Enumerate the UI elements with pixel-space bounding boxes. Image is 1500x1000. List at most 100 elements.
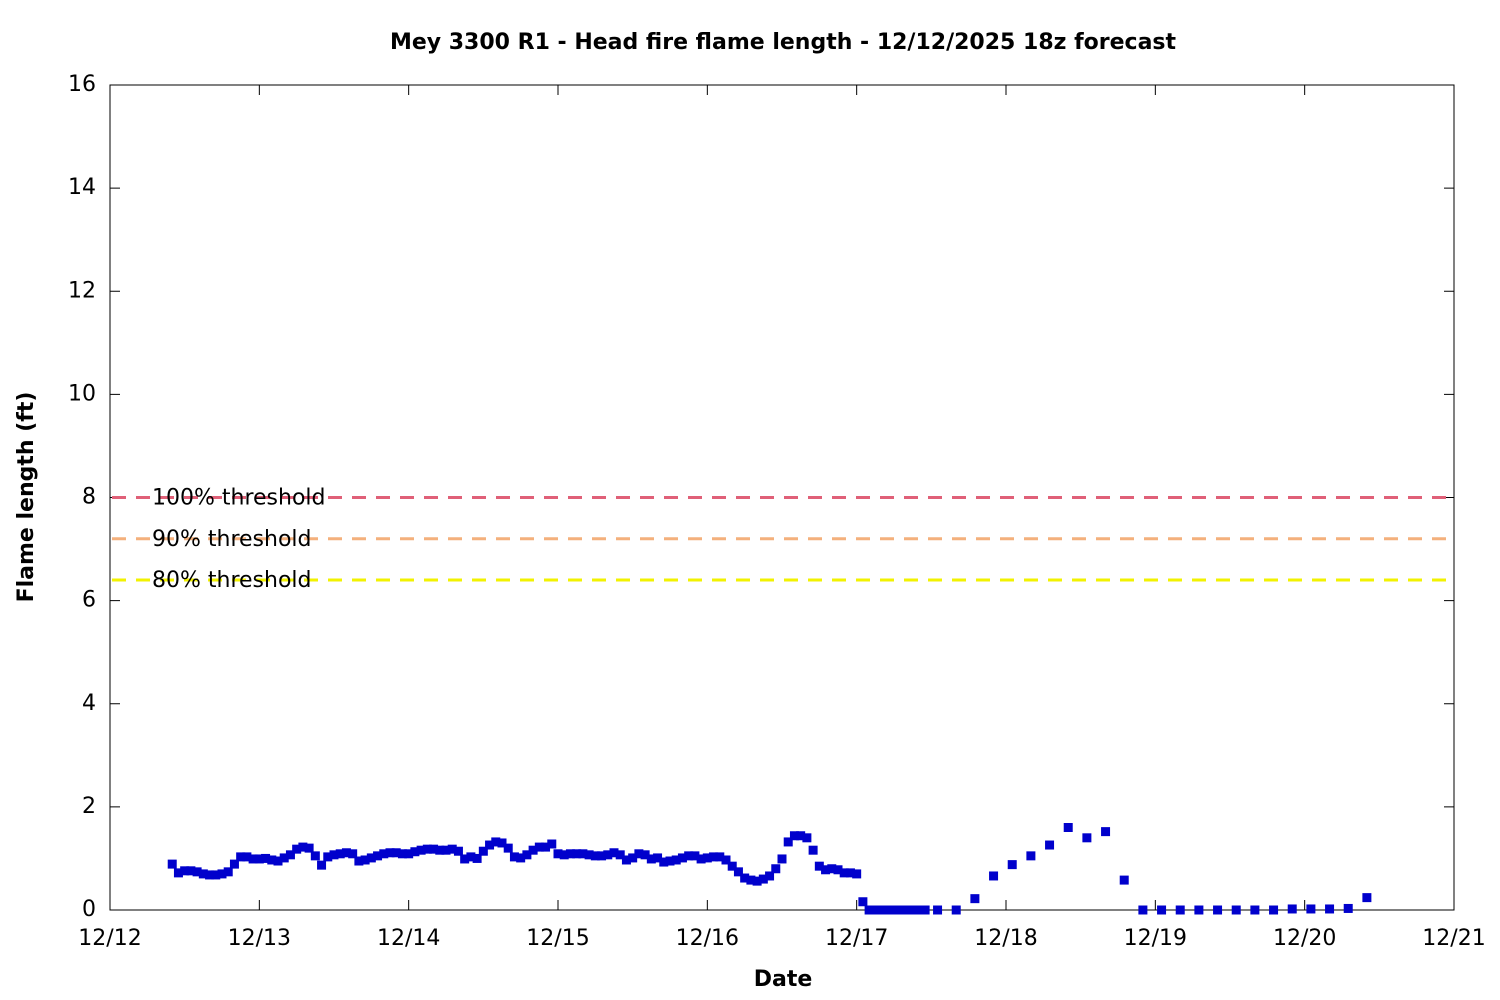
point xyxy=(478,846,488,856)
point xyxy=(746,875,756,885)
y-tick-label: 14 xyxy=(68,175,96,200)
point xyxy=(553,849,563,859)
point xyxy=(192,867,202,877)
point xyxy=(385,848,395,858)
point xyxy=(285,850,295,860)
point xyxy=(1362,893,1372,903)
point xyxy=(441,845,451,855)
point xyxy=(646,854,656,864)
x-tick-label: 12/13 xyxy=(228,926,291,951)
y-axis-title: Flame length (ft) xyxy=(14,392,39,603)
point xyxy=(1269,905,1279,915)
point xyxy=(509,852,519,862)
point xyxy=(609,848,619,858)
point xyxy=(565,849,575,859)
point xyxy=(254,854,264,864)
point xyxy=(447,844,457,854)
point xyxy=(839,868,849,878)
point xyxy=(659,857,669,867)
x-tick-label: 12/14 xyxy=(377,926,440,951)
point xyxy=(677,853,687,863)
y-tick-label: 4 xyxy=(82,691,96,716)
point xyxy=(391,848,401,858)
point xyxy=(472,853,482,863)
point xyxy=(634,849,644,859)
point xyxy=(621,855,631,865)
point xyxy=(833,865,843,875)
x-tick-label: 12/17 xyxy=(825,926,888,951)
point xyxy=(279,853,289,863)
x-tick-label: 12/20 xyxy=(1273,926,1336,951)
point xyxy=(186,866,196,876)
point xyxy=(1306,904,1316,914)
point xyxy=(453,846,463,856)
point xyxy=(870,905,880,915)
point xyxy=(814,861,824,871)
point xyxy=(665,856,675,866)
point xyxy=(422,844,432,854)
point xyxy=(889,905,899,915)
point xyxy=(205,870,215,880)
point xyxy=(895,905,905,915)
point xyxy=(1082,833,1092,843)
point xyxy=(335,849,345,859)
point xyxy=(466,852,476,862)
point xyxy=(653,853,663,863)
point xyxy=(1101,827,1111,837)
point xyxy=(198,869,208,879)
point xyxy=(248,854,258,864)
point xyxy=(883,905,893,915)
point xyxy=(727,861,737,871)
point xyxy=(354,856,364,866)
point xyxy=(690,851,700,861)
x-tick-label: 12/18 xyxy=(974,926,1037,951)
point xyxy=(590,851,600,861)
point xyxy=(765,871,775,881)
point xyxy=(1213,905,1223,915)
point xyxy=(211,870,221,880)
point xyxy=(603,850,613,860)
point xyxy=(503,843,513,853)
point xyxy=(491,837,501,847)
point xyxy=(485,840,495,850)
point xyxy=(908,905,918,915)
point xyxy=(1119,875,1129,885)
point xyxy=(522,850,532,860)
point xyxy=(733,867,743,877)
point xyxy=(970,894,980,904)
point xyxy=(584,850,594,860)
point xyxy=(348,849,358,859)
point xyxy=(721,855,731,865)
point xyxy=(397,849,407,859)
point xyxy=(615,850,625,860)
point xyxy=(460,854,470,864)
point xyxy=(808,845,818,855)
y-tick-label: 12 xyxy=(68,278,96,303)
point xyxy=(1138,905,1148,915)
point xyxy=(528,845,538,855)
point xyxy=(1045,840,1055,850)
point xyxy=(416,845,426,855)
point xyxy=(597,851,607,861)
point xyxy=(852,869,862,879)
point xyxy=(329,850,339,860)
point xyxy=(167,859,177,869)
point xyxy=(709,852,719,862)
point xyxy=(429,844,439,854)
point xyxy=(920,905,930,915)
point xyxy=(796,831,806,841)
point xyxy=(1175,905,1185,915)
point xyxy=(435,845,445,855)
point xyxy=(267,855,277,865)
point xyxy=(229,859,239,869)
point xyxy=(373,851,383,861)
threshold-label: 80% threshold xyxy=(152,568,312,593)
y-tick-label: 10 xyxy=(68,381,96,406)
y-tick-label: 16 xyxy=(68,72,96,97)
y-tick-label: 8 xyxy=(82,485,96,510)
point xyxy=(578,849,588,859)
point xyxy=(827,864,837,874)
point xyxy=(684,851,694,861)
x-tick-label: 12/15 xyxy=(526,926,589,951)
point xyxy=(777,854,787,864)
